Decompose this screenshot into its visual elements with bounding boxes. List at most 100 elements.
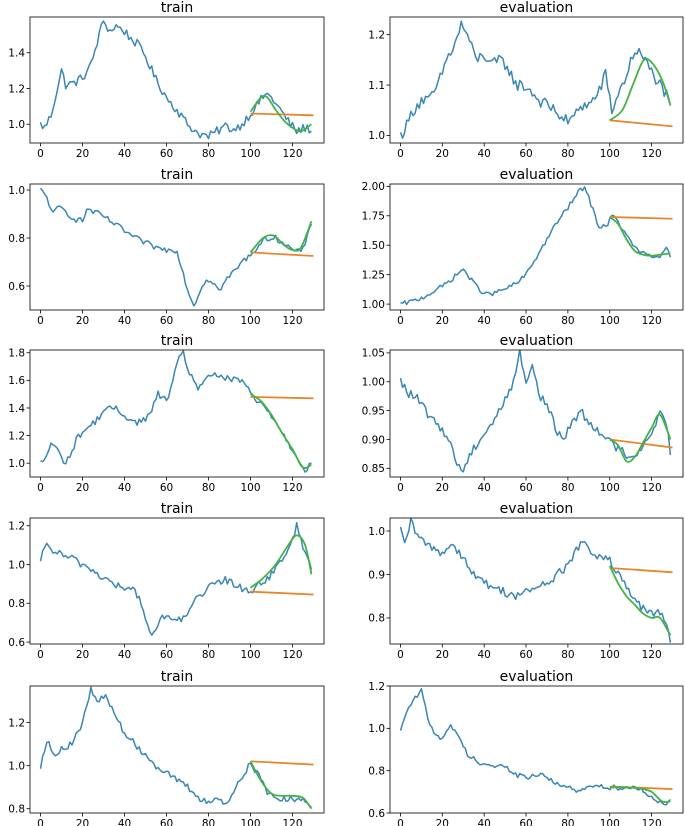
chart-panel-5: train 0 20 40 60 80 100 120 1.0 1.2 1.4 1.6 1.8 bbox=[8, 333, 325, 494]
y-tick-label: 1.00 bbox=[362, 377, 385, 389]
x-tick-label: 60 bbox=[160, 482, 173, 494]
y-tick-label: 1.8 bbox=[8, 348, 25, 360]
baseline-forecast-line bbox=[609, 216, 673, 220]
x-tick-label: 100 bbox=[240, 148, 260, 160]
x-tick-label: 60 bbox=[519, 482, 532, 494]
x-tick-label: 100 bbox=[600, 649, 620, 661]
x-tick-label: 60 bbox=[160, 649, 173, 661]
axes-frame bbox=[29, 16, 325, 144]
x-tick-label: 20 bbox=[436, 148, 449, 160]
x-tick-label: 0 bbox=[37, 482, 44, 494]
axes-frame bbox=[29, 183, 325, 311]
x-tick-label: 80 bbox=[561, 148, 574, 160]
x-tick-label: 0 bbox=[397, 818, 404, 826]
model-forecast-line bbox=[608, 565, 672, 636]
y-tick-label: 1.4 bbox=[8, 48, 25, 60]
axes-frame bbox=[389, 517, 684, 645]
chart-panel-1: train 0 20 40 60 80 100 120 1.0 1.2 1.4 bbox=[8, 0, 325, 160]
x-tick-label: 40 bbox=[477, 818, 490, 826]
y-tick-label: 1.75 bbox=[362, 211, 385, 223]
x-tick-label: 20 bbox=[436, 315, 449, 327]
x-tick-label: 60 bbox=[160, 818, 173, 826]
y-tick-label: 1.1 bbox=[368, 80, 385, 92]
y-tick-label: 1.0 bbox=[368, 526, 385, 538]
x-tick-label: 40 bbox=[477, 315, 490, 327]
y-tick-label: 1.0 bbox=[8, 458, 25, 470]
x-tick-label: 60 bbox=[519, 818, 532, 826]
x-tick-label: 20 bbox=[76, 649, 89, 661]
chart-panel-4: evaluation 0 20 40 60 80 100 120 1.00 1.25 1.50 1.7… bbox=[362, 167, 684, 327]
x-tick-label: 100 bbox=[240, 482, 260, 494]
y-tick-label: 0.8 bbox=[8, 598, 25, 610]
observed-series-line bbox=[39, 20, 312, 140]
chart-panel-9: train 0 20 40 60 80 100 120 0.8 1.0 1.2 bbox=[8, 669, 325, 826]
x-tick-label: 100 bbox=[600, 482, 620, 494]
x-tick-label: 80 bbox=[202, 148, 215, 160]
x-tick-label: 0 bbox=[37, 315, 44, 327]
baseline-forecast-line bbox=[609, 119, 673, 128]
x-tick-label: 100 bbox=[240, 818, 260, 826]
observed-series-line bbox=[39, 521, 313, 636]
chart-title: evaluation bbox=[500, 333, 574, 349]
chart-panel-6: evaluation 0 20 40 60 80 100 120 0.85 0.90 0.95 1.0… bbox=[362, 333, 684, 494]
y-tick-label: 1.2 bbox=[8, 430, 25, 442]
observed-series-line bbox=[39, 686, 312, 808]
x-tick-label: 100 bbox=[240, 649, 260, 661]
x-tick-label: 120 bbox=[642, 649, 662, 661]
x-tick-label: 0 bbox=[397, 148, 404, 160]
x-tick-label: 60 bbox=[160, 315, 173, 327]
x-tick-label: 40 bbox=[118, 649, 131, 661]
x-tick-label: 20 bbox=[436, 482, 449, 494]
y-tick-label: 0.8 bbox=[8, 803, 25, 815]
baseline-forecast-line bbox=[250, 112, 314, 117]
y-tick-label: 0.6 bbox=[8, 281, 25, 293]
axes-frame bbox=[389, 685, 684, 814]
y-tick-label: 0.90 bbox=[362, 434, 385, 446]
y-tick-label: 0.8 bbox=[8, 233, 25, 245]
y-tick-label: 2.00 bbox=[362, 181, 385, 193]
x-tick-label: 80 bbox=[202, 649, 215, 661]
x-tick-label: 40 bbox=[477, 482, 490, 494]
x-tick-label: 40 bbox=[118, 315, 131, 327]
chart-panel-10: evaluation 0 20 40 60 80 100 120 0.6 0.8 1.0 1.2 bbox=[368, 669, 684, 826]
x-tick-label: 80 bbox=[202, 315, 215, 327]
y-tick-label: 0.95 bbox=[362, 405, 385, 417]
model-forecast-line bbox=[249, 534, 313, 589]
chart-title: train bbox=[161, 501, 194, 517]
axes-frame bbox=[389, 183, 684, 311]
y-tick-label: 0.6 bbox=[8, 637, 25, 649]
model-forecast-line bbox=[249, 94, 312, 133]
x-tick-label: 80 bbox=[561, 818, 574, 826]
x-tick-label: 120 bbox=[642, 148, 662, 160]
x-tick-label: 100 bbox=[600, 818, 620, 826]
y-tick-label: 1.2 bbox=[368, 681, 385, 693]
model-forecast-line bbox=[609, 216, 671, 257]
chart-title: train bbox=[161, 0, 194, 16]
chart-title: train bbox=[161, 333, 194, 349]
x-tick-label: 120 bbox=[642, 482, 662, 494]
x-tick-label: 100 bbox=[240, 315, 260, 327]
axes-frame bbox=[29, 685, 325, 814]
x-tick-label: 40 bbox=[118, 482, 131, 494]
baseline-forecast-line bbox=[609, 438, 673, 449]
y-tick-label: 0.8 bbox=[368, 613, 385, 625]
x-tick-label: 120 bbox=[282, 649, 302, 661]
chart-panel-7: train 0 20 40 60 80 100 120 0.6 0.8 1.0 1.2 bbox=[8, 501, 325, 661]
y-tick-label: 1.25 bbox=[362, 269, 385, 281]
observed-series-line bbox=[399, 20, 672, 139]
y-tick-label: 1.50 bbox=[362, 240, 385, 252]
y-tick-label: 1.00 bbox=[362, 299, 385, 311]
y-tick-label: 1.05 bbox=[362, 348, 385, 360]
x-tick-label: 20 bbox=[76, 818, 89, 826]
x-tick-label: 100 bbox=[600, 315, 620, 327]
x-tick-label: 0 bbox=[37, 649, 44, 661]
observed-series-line bbox=[39, 187, 313, 307]
x-tick-label: 80 bbox=[561, 315, 574, 327]
y-tick-label: 1.2 bbox=[8, 521, 25, 533]
y-tick-label: 1.0 bbox=[368, 723, 385, 735]
chart-title: evaluation bbox=[500, 669, 574, 685]
y-tick-label: 1.0 bbox=[368, 130, 385, 142]
x-tick-label: 0 bbox=[37, 818, 44, 826]
baseline-forecast-line bbox=[250, 590, 314, 596]
